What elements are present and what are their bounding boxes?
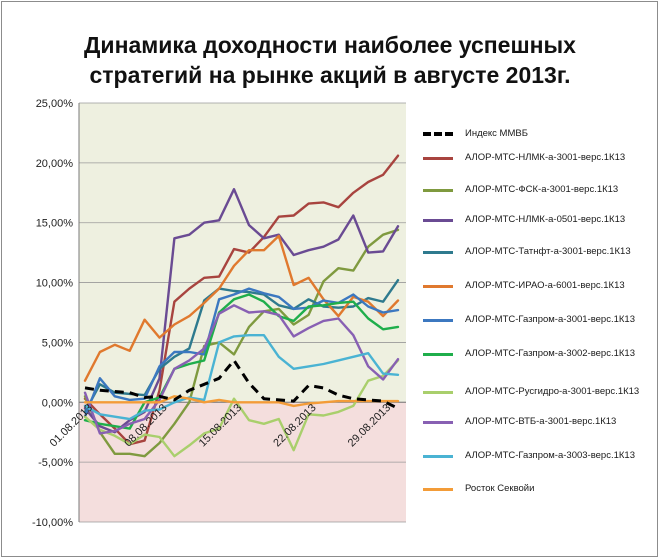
legend-item: АЛОР-МТС-ВТБ-а-3001-верс.1К13 bbox=[423, 406, 655, 438]
legend-label: АЛОР-МТС-ИРАО-а-6001-верс.1К13 bbox=[465, 280, 625, 291]
legend-item: АЛОР-МТС-Татнфт-а-3001-верс.1К13 bbox=[423, 236, 655, 268]
series-line-5 bbox=[83, 234, 400, 382]
series-line-6 bbox=[83, 287, 400, 418]
legend-label: АЛОР-МТС-НЛМК-а-3001-верс.1К13 bbox=[465, 152, 626, 163]
series-line-10 bbox=[83, 334, 400, 421]
legend-swatch bbox=[423, 284, 453, 288]
legend-item: АЛОР-МТС-Русгидро-а-3001-верс.1К13 bbox=[423, 376, 655, 408]
legend-swatch bbox=[423, 420, 453, 424]
y-tick-label: 0,00% bbox=[42, 397, 73, 409]
legend-swatch bbox=[423, 318, 453, 322]
chart-title-line-1: Динамика доходности наиболее успешных bbox=[84, 32, 576, 58]
legend-swatch bbox=[423, 188, 453, 192]
y-tick-label: 10,00% bbox=[36, 278, 74, 290]
positive-band bbox=[79, 103, 406, 403]
legend-swatch bbox=[423, 352, 453, 356]
legend-swatch bbox=[423, 132, 453, 136]
legend-item: АЛОР-МТС-Газпром-а-3001-верс.1К13 bbox=[423, 304, 655, 336]
y-tick-label: 20,00% bbox=[36, 158, 74, 170]
series-line-9 bbox=[83, 304, 400, 435]
chart-title-line-2: стратегий на рынке акций в августе 2013г… bbox=[89, 62, 571, 88]
legend-swatch bbox=[423, 250, 453, 254]
legend-swatch bbox=[423, 218, 453, 222]
legend-item: АЛОР-МТС-Газпром-а-3002-верс.1К13 bbox=[423, 338, 655, 370]
legend-item: Росток Секвойи bbox=[423, 473, 655, 505]
legend-item: АЛОР-МТС-ФСК-а-3001-верс.1К13 bbox=[423, 174, 655, 206]
legend-swatch bbox=[423, 454, 453, 458]
y-tick-label: 5,00% bbox=[42, 337, 73, 349]
legend-item: АЛОР-МТС-ИРАО-а-6001-верс.1К13 bbox=[423, 270, 655, 302]
legend-label: Росток Секвойи bbox=[465, 483, 535, 494]
legend-label: АЛОР-МТС-Русгидро-а-3001-верс.1К13 bbox=[465, 386, 640, 397]
y-tick-label: -10,00% bbox=[32, 517, 73, 529]
legend-label: АЛОР-МТС-Татнфт-а-3001-верс.1К13 bbox=[465, 246, 631, 257]
legend-label: АЛОР-МТС-ВТБ-а-3001-верс.1К13 bbox=[465, 416, 617, 427]
series-line-0 bbox=[84, 358, 399, 410]
chart-title: Динамика доходности наиболее успешных ст… bbox=[60, 30, 600, 90]
series-line-11 bbox=[83, 395, 400, 408]
legend-label: АЛОР-МТС-Газпром-а-3001-верс.1К13 bbox=[465, 314, 635, 325]
series-line-1 bbox=[83, 154, 400, 446]
legend-label: АЛОР-МТС-Газпром-а-3003-верс.1К13 bbox=[465, 450, 635, 461]
y-tick-label: 15,00% bbox=[36, 218, 74, 230]
series-line-8 bbox=[83, 359, 400, 458]
legend-swatch bbox=[423, 487, 453, 491]
legend-label: АЛОР-МТС-НЛМК-а-0501-верс.1К13 bbox=[465, 214, 626, 225]
legend-label: Индекс ММВБ bbox=[465, 128, 528, 139]
legend-label: АЛОР-МТС-Газпром-а-3002-верс.1К13 bbox=[465, 348, 635, 359]
y-tick-label: -5,00% bbox=[38, 457, 73, 469]
legend-swatch bbox=[423, 390, 453, 394]
legend-swatch bbox=[423, 156, 453, 160]
legend-item: АЛОР-МТС-НЛМК-а-0501-верс.1К13 bbox=[423, 204, 655, 236]
legend-item: АЛОР-МТС-Газпром-а-3003-верс.1К13 bbox=[423, 440, 655, 472]
legend-label: АЛОР-МТС-ФСК-а-3001-верс.1К13 bbox=[465, 184, 619, 195]
legend-item: АЛОР-МТС-НЛМК-а-3001-верс.1К13 bbox=[423, 142, 655, 174]
legend-item: Индекс ММВБ bbox=[423, 118, 655, 150]
y-tick-label: 25,00% bbox=[36, 98, 74, 110]
series-line-2 bbox=[83, 228, 400, 458]
